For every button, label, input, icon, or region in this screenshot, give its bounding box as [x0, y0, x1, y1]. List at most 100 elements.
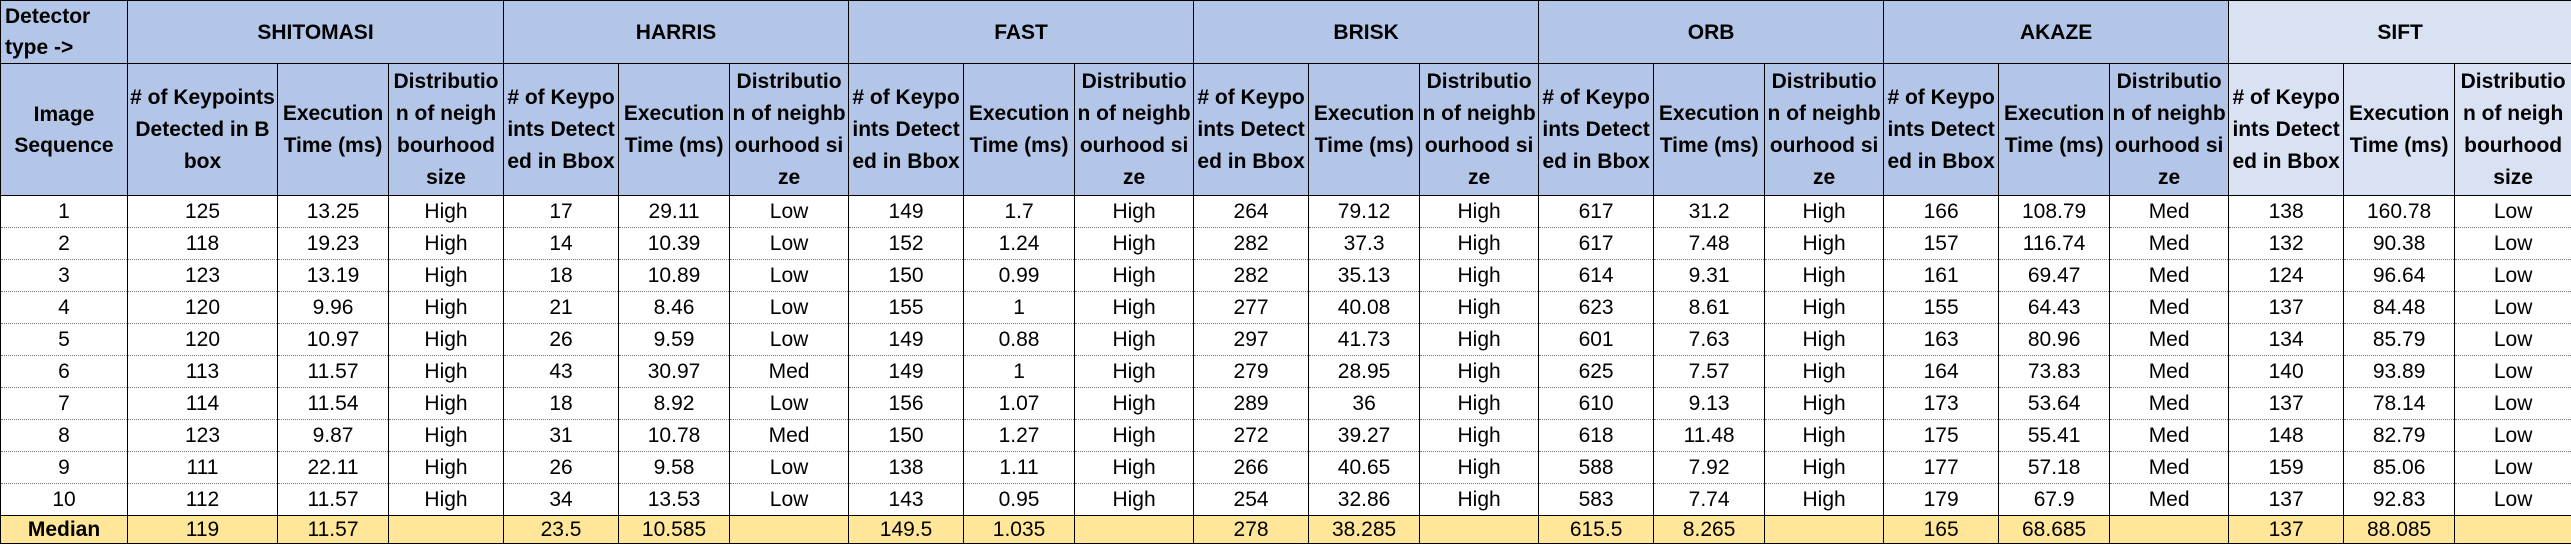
data-cell: High: [1764, 323, 1885, 356]
data-cell: 67.9: [1998, 483, 2111, 516]
data-cell: 34: [503, 483, 620, 516]
data-cell: 625: [1538, 355, 1655, 388]
data-cell: 55.41: [1998, 419, 2111, 452]
data-cell: 137: [2228, 483, 2345, 516]
data-cell: 123: [127, 259, 278, 292]
data-cell: 30.97: [618, 355, 731, 388]
data-cell: High: [1764, 355, 1885, 388]
data-cell: 179: [1883, 483, 2000, 516]
empty-cell: [2454, 515, 2571, 544]
data-cell: 623: [1538, 291, 1655, 324]
data-row: 7 114 11.54 High 18 8.92 Low 156 1.07 High 289 36 Hi…: [0, 387, 2571, 420]
data-cell: High: [1074, 387, 1195, 420]
data-cell: 112: [127, 483, 278, 516]
data-cell: 31: [503, 419, 620, 452]
data-cell: 9.87: [277, 419, 389, 452]
data-cell: 1: [963, 355, 1076, 388]
data-cell: 32.86: [1308, 483, 1421, 516]
sequence-cell: 4: [0, 291, 128, 324]
data-cell: High: [1764, 451, 1885, 484]
data-cell: 137: [2228, 291, 2345, 324]
data-cell: 11.54: [277, 387, 389, 420]
data-cell: 11.48: [1653, 419, 1766, 452]
data-cell: Med: [2109, 483, 2230, 516]
data-cell: Low: [2454, 195, 2571, 228]
data-cell: 64.43: [1998, 291, 2111, 324]
median-cell: 119: [127, 515, 278, 544]
data-cell: 36: [1308, 387, 1421, 420]
data-cell: High: [1419, 451, 1540, 484]
data-cell: Low: [729, 483, 850, 516]
data-cell: 17: [503, 195, 620, 228]
data-cell: Med: [729, 419, 850, 452]
data-cell: High: [1419, 291, 1540, 324]
data-cell: High: [1074, 227, 1195, 260]
data-cell: 583: [1538, 483, 1655, 516]
data-cell: High: [387, 259, 505, 292]
data-cell: Low: [2454, 323, 2571, 356]
median-cell: 165: [1883, 515, 2000, 544]
data-cell: 279: [1193, 355, 1310, 388]
data-cell: Med: [2109, 259, 2230, 292]
data-cell: 35.13: [1308, 259, 1421, 292]
data-cell: High: [1419, 323, 1540, 356]
data-cell: 266: [1193, 451, 1310, 484]
data-cell: Med: [2109, 419, 2230, 452]
data-cell: High: [1764, 483, 1885, 516]
data-cell: 159: [2228, 451, 2345, 484]
data-cell: 7.63: [1653, 323, 1766, 356]
sequence-cell: 1: [0, 195, 128, 228]
empty-cell: [1419, 515, 1540, 544]
corner-top: Detector type ->: [0, 0, 128, 64]
column-header: # of Keypoints Detected in Bbox: [503, 63, 620, 196]
sequence-cell: 6: [0, 355, 128, 388]
data-cell: 79.12: [1308, 195, 1421, 228]
data-cell: High: [387, 195, 505, 228]
data-cell: 9.96: [277, 291, 389, 324]
data-cell: High: [1419, 483, 1540, 516]
data-cell: Med: [2109, 291, 2230, 324]
data-cell: High: [387, 483, 505, 516]
data-cell: 69.47: [1998, 259, 2111, 292]
data-cell: 277: [1193, 291, 1310, 324]
data-cell: 152: [848, 227, 965, 260]
median-cell: 23.5: [503, 515, 620, 544]
data-cell: Low: [2454, 483, 2571, 516]
data-cell: 85.06: [2343, 451, 2456, 484]
data-cell: High: [1764, 195, 1885, 228]
data-cell: 155: [1883, 291, 2000, 324]
median-cell: 10.585: [618, 515, 731, 544]
data-cell: 40.65: [1308, 451, 1421, 484]
median-cell: 278: [1193, 515, 1310, 544]
data-cell: High: [1419, 227, 1540, 260]
median-cell: 68.685: [1998, 515, 2111, 544]
sequence-cell: 5: [0, 323, 128, 356]
data-cell: 155: [848, 291, 965, 324]
column-header: Execution Time (ms): [1998, 63, 2111, 196]
data-row: 4 120 9.96 High 21 8.46 Low 155 1 High 277 40.08 Hig…: [0, 291, 2571, 324]
data-cell: Low: [729, 387, 850, 420]
data-cell: Med: [2109, 355, 2230, 388]
data-row: 8 123 9.87 High 31 10.78 Med 150 1.27 High 272 39.2…: [0, 419, 2571, 452]
column-header: Execution Time (ms): [277, 63, 389, 196]
data-cell: 163: [1883, 323, 2000, 356]
sequence-cell: 10: [0, 483, 128, 516]
column-header: # of Keypoints Detected in Bbox: [1538, 63, 1655, 196]
data-cell: 1.24: [963, 227, 1076, 260]
data-cell: 9.13: [1653, 387, 1766, 420]
data-cell: High: [1764, 419, 1885, 452]
data-cell: 9.31: [1653, 259, 1766, 292]
data-cell: Med: [2109, 451, 2230, 484]
data-cell: 26: [503, 323, 620, 356]
data-cell: 164: [1883, 355, 2000, 388]
data-cell: 13.53: [618, 483, 731, 516]
data-cell: 85.79: [2343, 323, 2456, 356]
data-cell: 618: [1538, 419, 1655, 452]
data-cell: 140: [2228, 355, 2345, 388]
data-cell: High: [1074, 483, 1195, 516]
data-cell: 10.97: [277, 323, 389, 356]
data-cell: 57.18: [1998, 451, 2111, 484]
data-cell: 610: [1538, 387, 1655, 420]
data-cell: High: [1419, 419, 1540, 452]
